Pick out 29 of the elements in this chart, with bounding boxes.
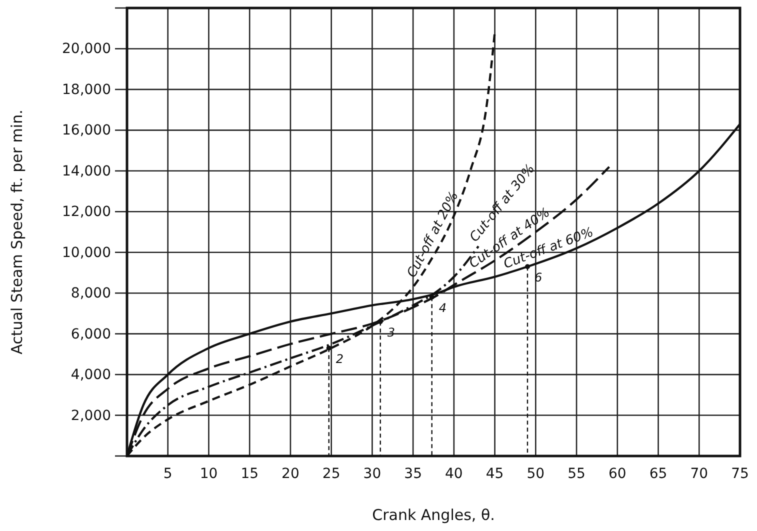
annotation: 4 (438, 301, 447, 316)
x-tick-label: 55 (568, 466, 586, 482)
x-axis-title: Crank Angles, θ. (372, 506, 495, 524)
x-tick-label: 5 (163, 466, 172, 482)
x-tick-label: 50 (526, 466, 545, 482)
x-tick-label: 60 (608, 466, 626, 482)
y-tick-label: 2,000 (70, 408, 111, 424)
x-tick-label: 30 (363, 466, 382, 482)
x-tick-label: 75 (731, 466, 749, 482)
y-tick-label: 6,000 (70, 326, 111, 342)
x-tick-label: 20 (282, 466, 300, 482)
x-tick-label: 45 (486, 466, 504, 482)
y-axis-title: Actual Steam Speed, ft. per min. (8, 110, 26, 354)
y-tick-label: 4,000 (70, 367, 111, 384)
x-tick-label: 65 (649, 466, 668, 482)
y-tick-label: 16,000 (62, 122, 111, 139)
x-tick-label: 40 (445, 466, 463, 482)
x-tick-label: 70 (690, 466, 708, 482)
x-tick-label: 35 (404, 466, 422, 482)
y-tick-label: 10,000 (62, 244, 111, 261)
y-tick-label: 20,000 (62, 41, 111, 58)
x-tick-label: 15 (240, 466, 259, 482)
y-tick-label: 8,000 (70, 286, 111, 302)
x-tick-label: 10 (200, 466, 218, 482)
y-tick-label: 18,000 (62, 82, 111, 98)
x-tick-label: 25 (322, 466, 340, 482)
y-tick-label: 12,000 (62, 204, 111, 220)
annotation: 2 (336, 352, 344, 366)
y-tick-label: 14,000 (62, 163, 111, 180)
